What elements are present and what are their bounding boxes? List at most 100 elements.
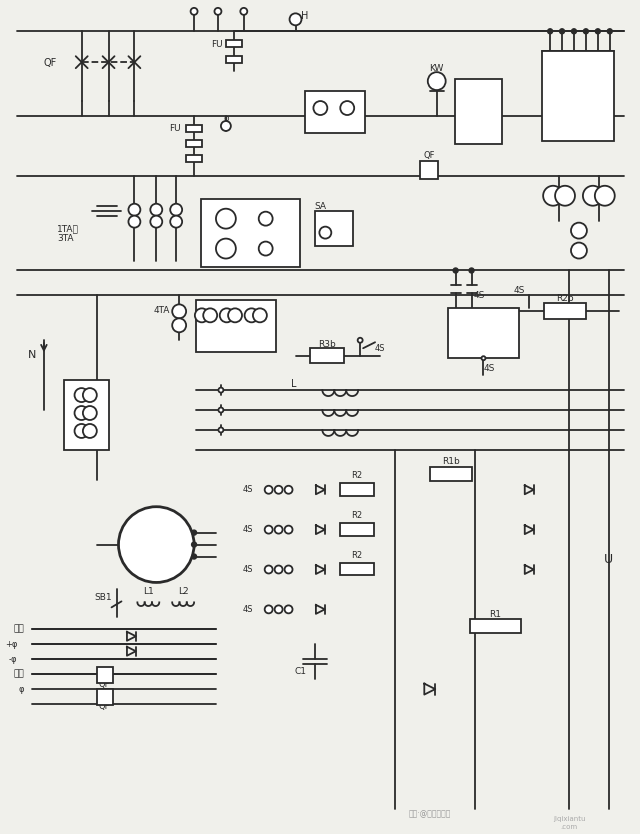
Bar	[542, 51, 614, 141]
Bar	[316, 211, 353, 245]
Circle shape	[259, 242, 273, 255]
Circle shape	[83, 388, 97, 402]
Circle shape	[583, 186, 603, 206]
Bar	[340, 562, 374, 575]
Bar	[310, 349, 344, 363]
Text: 4S: 4S	[243, 485, 253, 495]
Circle shape	[285, 565, 292, 574]
Text: L: L	[291, 379, 296, 389]
Text: 4S: 4S	[484, 364, 495, 373]
Text: AVR: AVR	[472, 329, 495, 339]
Circle shape	[595, 186, 615, 206]
Circle shape	[74, 424, 88, 438]
Text: FU: FU	[211, 40, 223, 48]
Text: KW: KW	[219, 214, 233, 224]
Text: L1: L1	[143, 587, 154, 596]
Circle shape	[83, 424, 97, 438]
Text: S: S	[573, 87, 583, 102]
Circle shape	[358, 338, 363, 343]
Text: R1b: R1b	[442, 457, 460, 466]
Text: KW: KW	[219, 244, 233, 253]
Circle shape	[129, 216, 140, 228]
Text: QF: QF	[99, 680, 110, 689]
Text: QF: QF	[423, 152, 435, 160]
Text: .com: .com	[561, 824, 577, 830]
Circle shape	[548, 29, 552, 34]
Text: 4S: 4S	[513, 286, 525, 295]
Text: 4S: 4S	[243, 565, 253, 574]
Circle shape	[240, 8, 247, 15]
Circle shape	[275, 605, 283, 613]
Circle shape	[83, 406, 97, 420]
Circle shape	[191, 554, 196, 559]
Circle shape	[220, 309, 234, 322]
Text: U: U	[604, 553, 613, 566]
Bar	[305, 91, 365, 133]
Circle shape	[571, 223, 587, 239]
Text: -φ: -φ	[8, 655, 17, 664]
Circle shape	[314, 101, 327, 115]
Circle shape	[607, 29, 612, 34]
Circle shape	[150, 203, 163, 216]
Circle shape	[572, 29, 577, 34]
Circle shape	[555, 186, 575, 206]
Bar	[97, 667, 113, 683]
Bar	[186, 125, 202, 133]
Circle shape	[253, 309, 267, 322]
Circle shape	[285, 605, 292, 613]
Text: Hz: Hz	[343, 105, 351, 111]
Circle shape	[543, 186, 563, 206]
Circle shape	[559, 29, 564, 34]
Text: 1TV: 1TV	[322, 119, 339, 128]
Text: +φ: +φ	[4, 640, 17, 649]
Circle shape	[275, 485, 283, 494]
Text: QF: QF	[44, 58, 57, 68]
Text: 4S: 4S	[474, 291, 485, 300]
Text: R2: R2	[351, 551, 363, 560]
Bar	[97, 689, 113, 705]
Text: 1TA～: 1TA～	[57, 224, 79, 234]
Text: L2: L2	[178, 587, 188, 596]
Circle shape	[244, 309, 259, 322]
Circle shape	[216, 208, 236, 229]
Text: C1: C1	[294, 666, 307, 676]
Circle shape	[218, 428, 223, 433]
Text: R2: R2	[351, 511, 363, 520]
Circle shape	[453, 268, 458, 273]
Circle shape	[74, 388, 88, 402]
Bar	[226, 40, 242, 47]
Bar	[340, 483, 374, 495]
Circle shape	[285, 485, 292, 494]
Bar	[544, 304, 586, 319]
Circle shape	[218, 388, 223, 393]
Circle shape	[285, 525, 292, 534]
Text: φ: φ	[223, 114, 228, 123]
Text: KW: KW	[429, 63, 444, 73]
Circle shape	[170, 203, 182, 216]
Text: QF: QF	[99, 701, 110, 711]
Text: 知乎·@宣传研究站: 知乎·@宣传研究站	[408, 809, 451, 818]
Text: 2TV: 2TV	[470, 127, 487, 135]
Circle shape	[191, 542, 196, 547]
Text: R2b: R2b	[556, 294, 574, 303]
Bar	[226, 56, 242, 63]
Circle shape	[289, 13, 301, 25]
Circle shape	[481, 356, 486, 360]
Circle shape	[218, 408, 223, 413]
Bar	[196, 300, 276, 352]
Circle shape	[195, 309, 209, 322]
Circle shape	[191, 530, 196, 535]
Circle shape	[584, 29, 588, 34]
Bar	[186, 140, 202, 148]
Text: 4TA: 4TA	[153, 306, 170, 315]
Bar	[340, 523, 374, 535]
Text: V: V	[317, 103, 323, 113]
Text: 启动: 启动	[13, 625, 24, 634]
Circle shape	[221, 121, 231, 131]
Circle shape	[172, 304, 186, 319]
Text: SA: SA	[314, 202, 326, 211]
Circle shape	[265, 525, 273, 534]
Circle shape	[191, 8, 198, 15]
Bar	[64, 380, 109, 450]
Text: SB1: SB1	[95, 593, 113, 602]
